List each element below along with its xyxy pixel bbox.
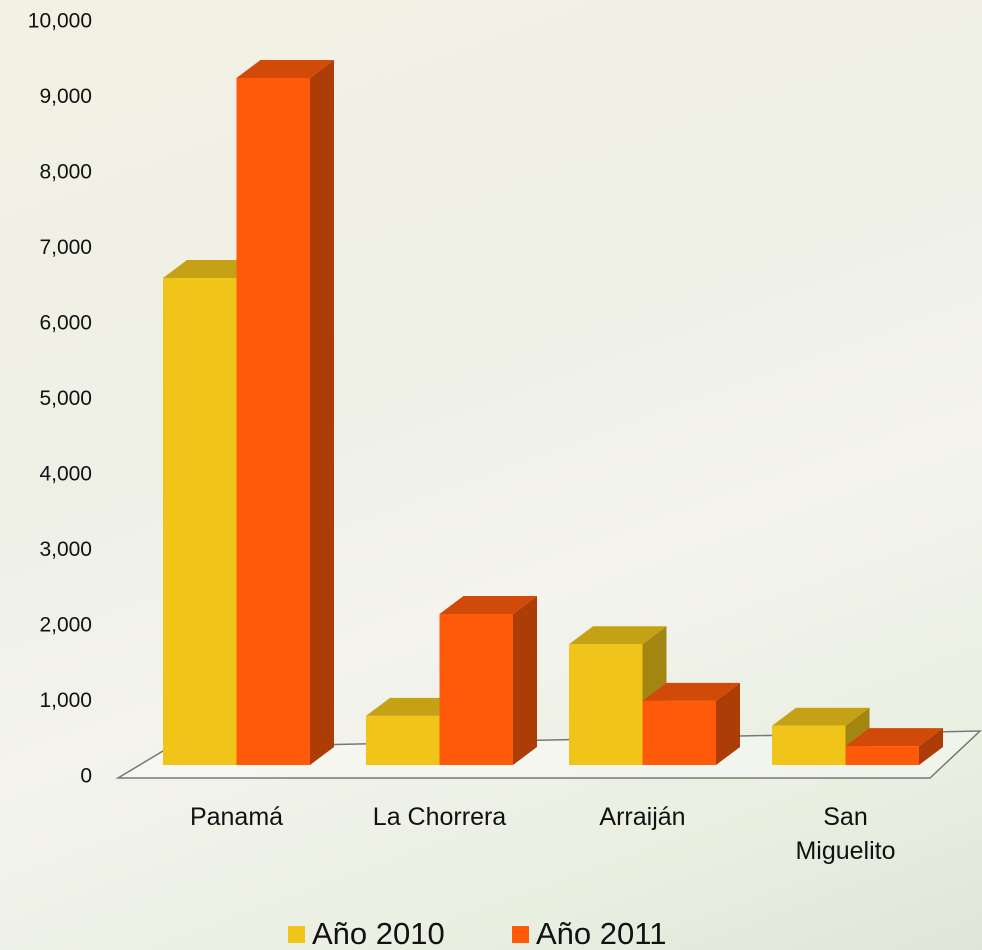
bar (439, 614, 513, 765)
bar-side (513, 596, 537, 765)
bar-side (919, 728, 943, 765)
bar (845, 746, 919, 765)
bar-top (366, 697, 464, 716)
x-tick-label: La Chorrera (372, 803, 507, 831)
bar-side (716, 682, 740, 765)
bar-top (642, 682, 740, 701)
bar (772, 725, 846, 765)
bar-top (569, 626, 667, 645)
floor (115, 730, 982, 779)
y-tick-label: 9,000 (39, 85, 92, 108)
x-tick-label: San Miguelito (795, 803, 896, 865)
bar (366, 715, 440, 765)
bar-top (236, 59, 334, 78)
y-tick-label: 7,000 (39, 236, 92, 259)
x-tick-label: Panamá (189, 803, 284, 831)
legend-label: Año 2011 (536, 916, 666, 950)
bar-top (439, 596, 537, 614)
legend-swatch (512, 926, 529, 943)
bar-top (772, 707, 870, 726)
bar (163, 278, 237, 765)
y-tick-label: 1,000 (39, 689, 92, 712)
y-tick-label: 10,000 (28, 10, 92, 33)
y-tick-label: 6,000 (39, 312, 92, 335)
y-tick-label: 4,000 (39, 463, 92, 486)
legend-swatch (288, 926, 305, 943)
bar (569, 644, 643, 765)
y-tick-label: 3,000 (39, 538, 92, 561)
legend-label: Año 2010 (312, 916, 445, 950)
y-tick-label: 8,000 (39, 161, 92, 184)
y-tick-label: 0 (80, 765, 92, 788)
bar (642, 700, 716, 765)
y-tick-label: 5,000 (39, 387, 92, 410)
x-tick-label: Arraiján (599, 803, 686, 831)
y-tick-label: 2,000 (39, 614, 92, 637)
bar-top (163, 260, 261, 279)
bar (236, 77, 310, 765)
bar-top (845, 728, 943, 747)
bar-side (310, 59, 334, 765)
